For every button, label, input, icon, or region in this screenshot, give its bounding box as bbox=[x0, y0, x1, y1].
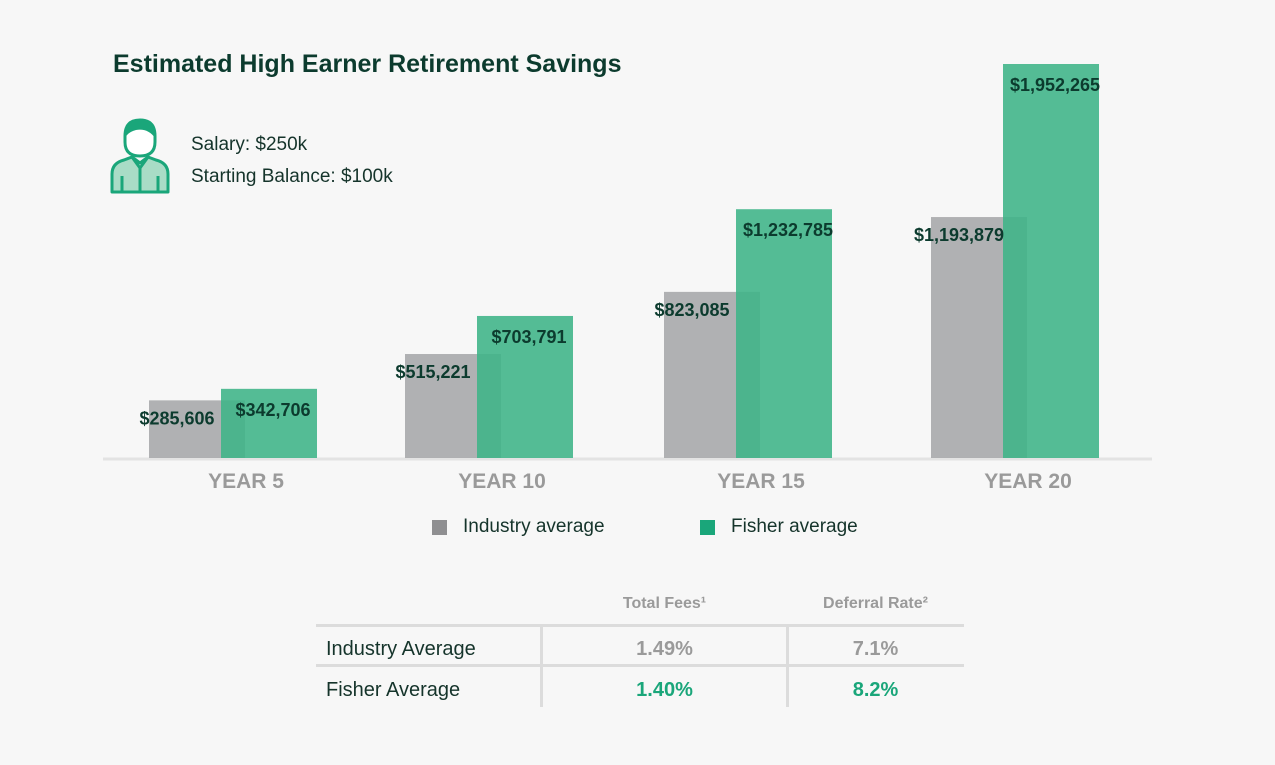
person-icon bbox=[110, 118, 170, 194]
legend-industry-swatch bbox=[432, 519, 447, 535]
data-label-industry: $1,193,879 bbox=[914, 225, 1004, 245]
x-tick-label: YEAR 5 bbox=[208, 470, 284, 493]
data-label-industry: $515,221 bbox=[395, 362, 470, 382]
chart-title: Estimated High Earner Retirement Savings bbox=[113, 50, 622, 78]
legend-fisher: Fisher average bbox=[700, 516, 858, 538]
data-label-fisher: $1,232,785 bbox=[743, 220, 833, 240]
bar-fisher bbox=[221, 388, 317, 458]
starting-balance-text: Starting Balance: $100k bbox=[191, 166, 393, 187]
bar-fisher bbox=[477, 315, 573, 458]
legend-industry-label: Industry average bbox=[463, 516, 605, 537]
bar-fisher bbox=[1003, 64, 1099, 458]
legend-industry: Industry average bbox=[432, 516, 605, 538]
data-label-industry: $285,606 bbox=[139, 408, 214, 428]
data-label-fisher: $342,706 bbox=[235, 400, 310, 420]
salary-text: Salary: $250k bbox=[191, 134, 308, 155]
x-tick-label: YEAR 15 bbox=[717, 470, 805, 493]
data-label-fisher: $1,952,265 bbox=[1010, 75, 1100, 95]
legend-fisher-label: Fisher average bbox=[731, 516, 858, 537]
bar-fisher bbox=[736, 209, 832, 458]
legend-fisher-swatch bbox=[700, 519, 715, 535]
x-tick-label: YEAR 20 bbox=[984, 470, 1072, 493]
data-label-industry: $823,085 bbox=[654, 300, 729, 320]
x-tick-label: YEAR 10 bbox=[458, 470, 546, 493]
data-label-fisher: $703,791 bbox=[491, 327, 566, 347]
